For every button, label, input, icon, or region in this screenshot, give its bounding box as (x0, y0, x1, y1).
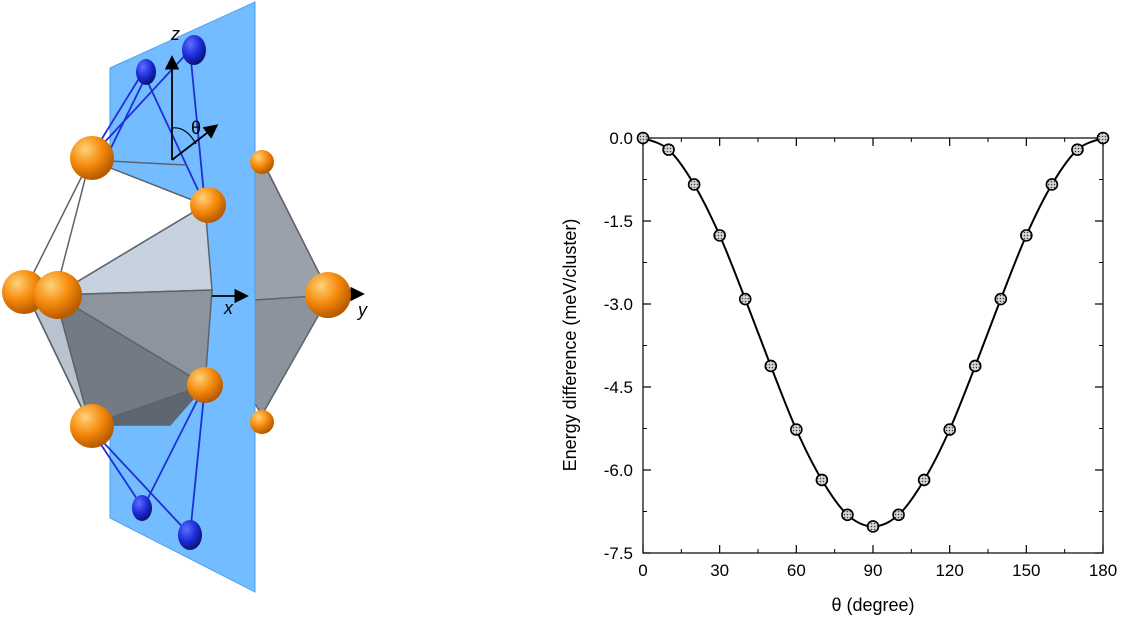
data-point (1045, 178, 1059, 191)
fit-curve (642, 137, 1104, 528)
polyhedron-face (89, 383, 208, 426)
atom-sphere (187, 367, 223, 403)
y-tick-label: -7.5 (604, 544, 633, 563)
data-point (943, 423, 956, 436)
data-markers (636, 131, 1110, 533)
y-tick-label: 0.0 (609, 129, 633, 148)
atom-sphere (34, 271, 82, 319)
plot-frame (642, 137, 1104, 554)
data-point (968, 359, 982, 373)
data-point (1096, 131, 1110, 145)
atom-sphere (2, 270, 46, 314)
data-point (687, 178, 701, 191)
data-point (841, 508, 854, 522)
data-point (713, 229, 726, 242)
x-axis-label: x (223, 298, 234, 318)
polyhedron-edge (24, 289, 91, 426)
atom-sphere (305, 272, 351, 318)
x-axis-title: θ (degree) (831, 595, 914, 615)
theta-label: θ (191, 118, 201, 138)
atom-sphere (190, 187, 226, 223)
data-point (764, 359, 778, 373)
data-point (790, 423, 803, 436)
y-tick-label: -3.0 (604, 295, 633, 314)
y-tick-label: -6.0 (604, 461, 633, 480)
data-point (917, 473, 931, 487)
x-tick-label: 150 (1012, 561, 1040, 580)
dopant-sphere (132, 495, 152, 521)
y-axis-label: y (356, 300, 368, 320)
x-tick-label: 30 (710, 561, 729, 580)
atom-sphere (250, 150, 274, 174)
atom-sphere (250, 410, 274, 434)
data-point (738, 292, 752, 306)
y-tick-label: -4.5 (604, 378, 633, 397)
data-point (815, 473, 829, 487)
x-tick-label: 60 (787, 561, 806, 580)
atoms (2, 136, 351, 448)
dopant-sphere (178, 520, 202, 550)
atom-sphere (70, 136, 114, 180)
y-axis-title: Energy difference (meV/cluster) (560, 219, 580, 472)
x-tick-label: 180 (1089, 561, 1117, 580)
x-tick-label: 90 (864, 561, 883, 580)
polyhedron-edge (24, 159, 91, 291)
z-axis-label: z (170, 24, 180, 44)
dopants (132, 35, 206, 550)
x-tick-label: 120 (935, 561, 963, 580)
data-point (994, 292, 1008, 306)
x-ticks: 0 30 60 90 120 150 180 (638, 138, 1117, 580)
theta-axis-arrow (171, 124, 219, 161)
theta-arc (171, 127, 197, 145)
data-point (662, 143, 675, 156)
dopant-sphere (136, 59, 156, 85)
data-point (636, 131, 650, 145)
polyhedron-face (53, 158, 207, 297)
data-point (1020, 229, 1033, 242)
data-point (1071, 143, 1084, 156)
data-point (866, 520, 880, 533)
x-tick-label: 0 (638, 561, 647, 580)
energy-chart: 0.0 -1.5 -3.0 -4.5 -6.0 -7.5 0 30 60 90 120 150 180… (560, 129, 1117, 615)
y-ticks: 0.0 -1.5 -3.0 -4.5 -6.0 -7.5 (604, 129, 1103, 563)
atom-sphere (70, 404, 114, 448)
y-tick-label: -1.5 (604, 212, 633, 231)
data-point (892, 508, 905, 522)
dopant-sphere (182, 35, 206, 65)
cluster-structure-illustration: z θ x y (2, 1, 368, 593)
